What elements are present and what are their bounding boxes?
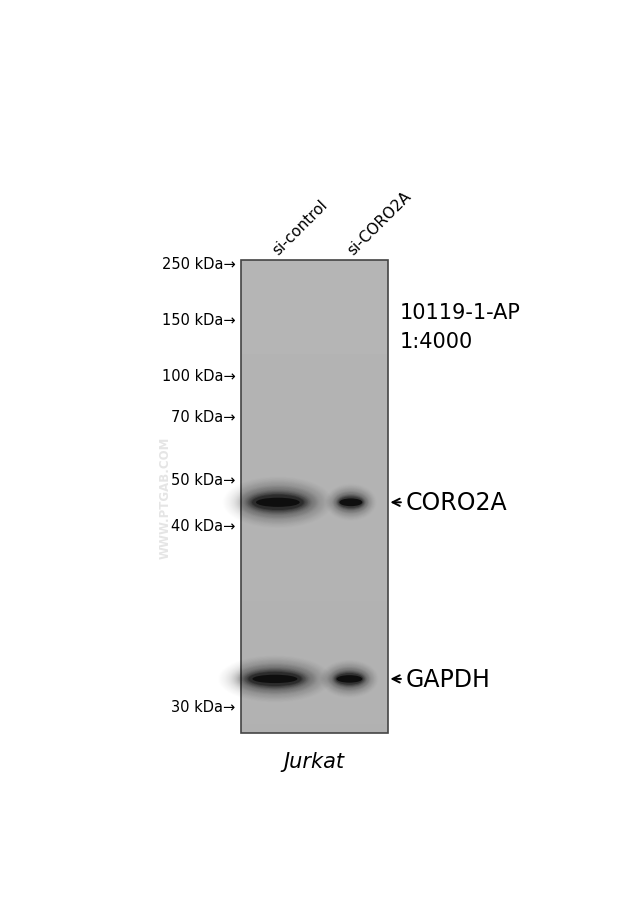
- Ellipse shape: [334, 672, 365, 686]
- Ellipse shape: [339, 497, 363, 508]
- Ellipse shape: [336, 676, 362, 683]
- Ellipse shape: [336, 674, 363, 685]
- Text: WWW.PTGAB.COM: WWW.PTGAB.COM: [158, 436, 171, 558]
- Text: si-control: si-control: [270, 197, 331, 258]
- Ellipse shape: [335, 673, 363, 686]
- Text: 250 kDa→: 250 kDa→: [162, 257, 236, 272]
- Ellipse shape: [242, 668, 308, 689]
- Ellipse shape: [337, 495, 365, 511]
- Ellipse shape: [250, 493, 306, 511]
- Text: Jurkat: Jurkat: [284, 750, 344, 770]
- Ellipse shape: [256, 498, 300, 507]
- Text: 10119-1-AP
1:4000: 10119-1-AP 1:4000: [400, 302, 521, 352]
- Ellipse shape: [337, 496, 365, 510]
- Text: 150 kDa→: 150 kDa→: [162, 313, 236, 327]
- Ellipse shape: [248, 492, 308, 513]
- Ellipse shape: [243, 669, 307, 689]
- Ellipse shape: [245, 670, 305, 688]
- Ellipse shape: [334, 673, 364, 686]
- Ellipse shape: [333, 671, 366, 687]
- Ellipse shape: [249, 493, 307, 512]
- Ellipse shape: [334, 672, 365, 686]
- Text: CORO2A: CORO2A: [406, 491, 507, 515]
- Ellipse shape: [247, 492, 308, 513]
- Ellipse shape: [252, 675, 298, 684]
- Ellipse shape: [336, 495, 365, 511]
- Ellipse shape: [332, 671, 367, 687]
- Text: 70 kDa→: 70 kDa→: [171, 410, 236, 425]
- Ellipse shape: [246, 492, 310, 514]
- Text: 100 kDa→: 100 kDa→: [162, 368, 236, 383]
- Ellipse shape: [248, 672, 301, 686]
- Ellipse shape: [252, 495, 303, 511]
- Ellipse shape: [337, 496, 364, 509]
- Text: 40 kDa→: 40 kDa→: [171, 519, 236, 534]
- Text: GAPDH: GAPDH: [406, 667, 490, 691]
- Ellipse shape: [247, 672, 303, 686]
- Text: 50 kDa→: 50 kDa→: [171, 473, 236, 487]
- Ellipse shape: [338, 497, 363, 509]
- Text: 30 kDa→: 30 kDa→: [171, 699, 236, 714]
- Ellipse shape: [251, 494, 305, 511]
- Ellipse shape: [339, 499, 362, 507]
- Text: si-CORO2A: si-CORO2A: [344, 189, 414, 258]
- Bar: [241, 261, 387, 733]
- Ellipse shape: [246, 671, 303, 687]
- Ellipse shape: [244, 670, 306, 688]
